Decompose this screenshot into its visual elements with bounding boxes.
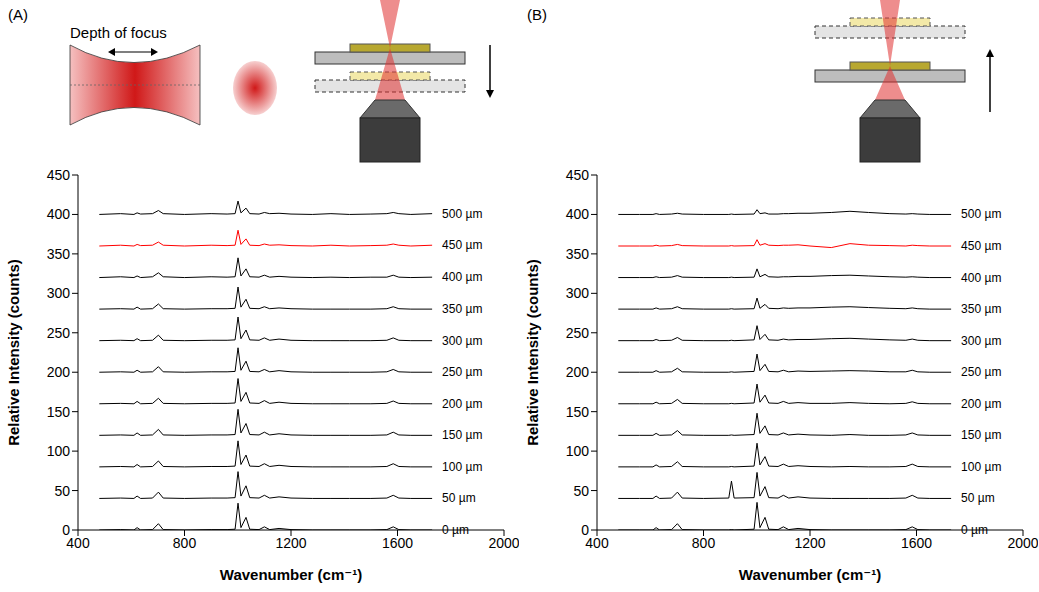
svg-text:350 µm: 350 µm [961, 302, 1001, 316]
svg-text:450: 450 [47, 167, 71, 183]
svg-text:400 µm: 400 µm [961, 271, 1001, 285]
svg-text:2000: 2000 [1007, 535, 1038, 551]
svg-text:(B): (B) [527, 6, 547, 23]
svg-text:Wavenumber (cm⁻¹): Wavenumber (cm⁻¹) [220, 566, 362, 583]
svg-text:350: 350 [566, 246, 590, 262]
svg-text:50 µm: 50 µm [961, 491, 995, 505]
svg-text:300 µm: 300 µm [961, 334, 1001, 348]
svg-text:200 µm: 200 µm [442, 397, 482, 411]
svg-text:400: 400 [585, 534, 609, 551]
svg-text:300: 300 [47, 285, 71, 301]
svg-text:1600: 1600 [901, 535, 932, 551]
svg-text:50: 50 [54, 483, 70, 499]
svg-text:150 µm: 150 µm [961, 428, 1001, 442]
svg-text:100 µm: 100 µm [442, 460, 482, 474]
svg-text:450: 450 [566, 167, 590, 183]
svg-text:450 µm: 450 µm [961, 239, 1001, 253]
svg-text:250: 250 [47, 325, 71, 341]
svg-text:2000: 2000 [488, 535, 519, 551]
svg-text:0 µm: 0 µm [442, 523, 469, 537]
svg-text:0 µm: 0 µm [961, 523, 988, 537]
svg-text:1200: 1200 [794, 535, 825, 551]
svg-text:(A): (A) [8, 6, 28, 23]
svg-text:400 µm: 400 µm [442, 270, 482, 284]
svg-text:200 µm: 200 µm [961, 397, 1001, 411]
svg-text:400: 400 [47, 206, 71, 222]
svg-text:150: 150 [566, 404, 590, 420]
svg-text:Relative Intensity (counts): Relative Intensity (counts) [524, 259, 541, 446]
svg-text:800: 800 [692, 535, 716, 551]
svg-text:Wavenumber (cm⁻¹): Wavenumber (cm⁻¹) [739, 566, 881, 583]
svg-text:350 µm: 350 µm [442, 302, 482, 316]
svg-text:200: 200 [47, 364, 71, 380]
svg-text:1200: 1200 [275, 535, 306, 551]
svg-text:1600: 1600 [382, 535, 413, 551]
svg-text:150: 150 [47, 404, 71, 420]
svg-text:100: 100 [47, 443, 71, 459]
svg-text:300: 300 [566, 285, 590, 301]
svg-text:200: 200 [566, 364, 590, 380]
svg-text:400: 400 [66, 534, 90, 551]
svg-text:0: 0 [581, 522, 589, 538]
svg-text:150 µm: 150 µm [442, 428, 482, 442]
svg-text:250: 250 [566, 325, 590, 341]
svg-text:400: 400 [566, 206, 590, 222]
svg-text:Depth of focus: Depth of focus [70, 24, 167, 41]
svg-text:Relative Intensity (counts): Relative Intensity (counts) [5, 259, 22, 446]
svg-text:100 µm: 100 µm [961, 460, 1001, 474]
svg-text:500 µm: 500 µm [442, 207, 482, 221]
svg-text:50 µm: 50 µm [442, 491, 476, 505]
svg-text:800: 800 [173, 535, 197, 551]
svg-text:250 µm: 250 µm [442, 365, 482, 379]
svg-text:300 µm: 300 µm [442, 334, 482, 348]
svg-text:0: 0 [62, 522, 70, 538]
svg-text:250 µm: 250 µm [961, 365, 1001, 379]
svg-text:350: 350 [47, 246, 71, 262]
svg-text:450 µm: 450 µm [442, 238, 482, 252]
svg-text:50: 50 [573, 483, 589, 499]
svg-text:100: 100 [566, 443, 590, 459]
svg-text:500 µm: 500 µm [961, 207, 1001, 221]
